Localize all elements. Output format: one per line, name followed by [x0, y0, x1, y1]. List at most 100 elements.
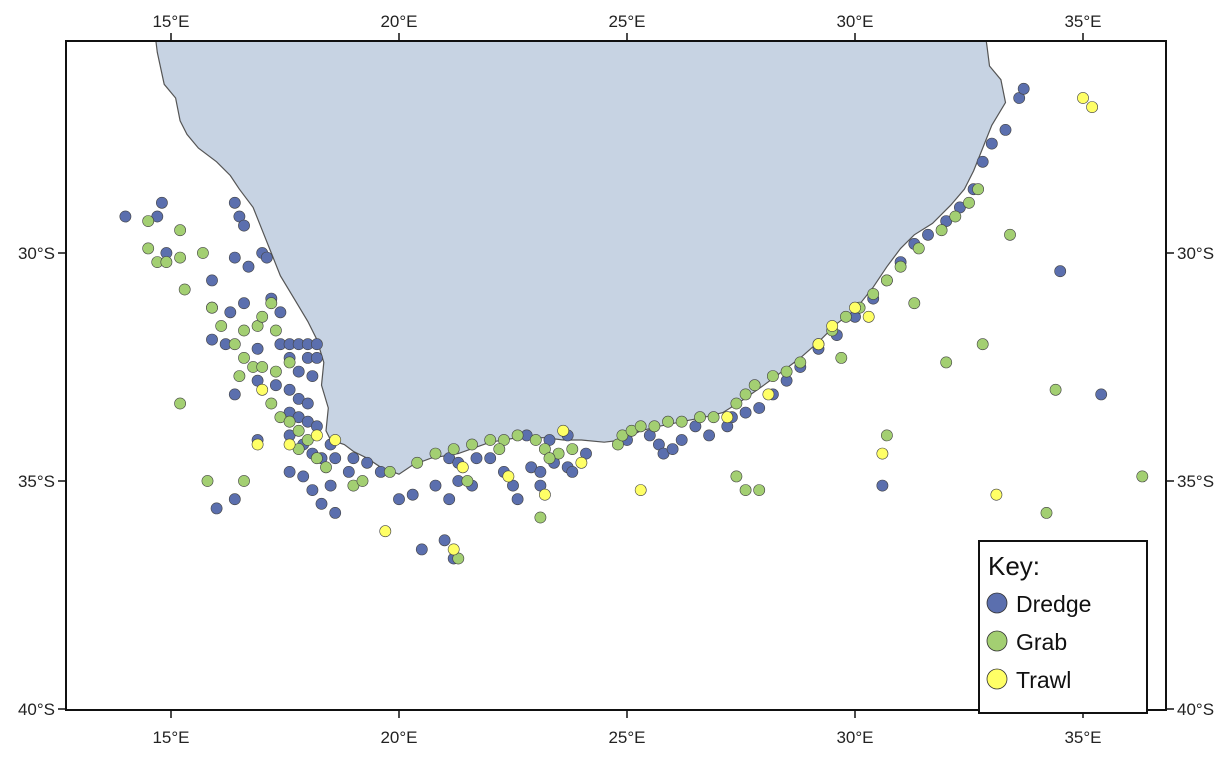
grab-sample-point [196, 247, 209, 259]
landmass-southern-africa [155, 41, 1007, 475]
grab-sample-point [730, 397, 743, 410]
grab-sample-point [935, 224, 948, 237]
grab-sample-point [142, 215, 155, 227]
y-tick-label-left: 40°S [18, 700, 55, 719]
trawl-sample-point [310, 429, 323, 442]
grab-sample-point [748, 379, 761, 392]
trawl-sample-point [283, 438, 296, 451]
dredge-sample-point [251, 342, 264, 355]
dredge-sample-point [922, 228, 934, 241]
dredge-sample-point [415, 543, 428, 556]
trawl-sample-point [634, 484, 647, 496]
dredge-sample-point [484, 452, 497, 465]
legend-label-grab: Grab [1016, 629, 1067, 655]
x-tick-label-bottom: 25°E [608, 728, 645, 747]
trawl-sample-point [447, 543, 460, 556]
dredge-sample-point [228, 388, 241, 401]
grab-sample-point [238, 324, 250, 337]
grab-sample-point [383, 465, 396, 478]
grab-sample-point [1004, 228, 1016, 241]
grab-sample-point [794, 356, 807, 369]
grab-sample-point [963, 196, 975, 209]
grab-sample-point [493, 443, 506, 455]
grab-sample-point [292, 424, 305, 437]
dredge-sample-point [210, 502, 223, 515]
dredge-sample-point [566, 465, 579, 478]
dredge-sample-point [228, 196, 241, 209]
legend-box [978, 540, 1148, 714]
trawl-sample-point [876, 447, 889, 460]
grab-sample-point [269, 365, 282, 378]
grab-sample-point [940, 356, 953, 369]
grab-sample-point [753, 484, 766, 496]
dredge-sample-point [511, 493, 524, 506]
dredge-sample-point [876, 479, 889, 492]
grab-sample-point [739, 388, 752, 401]
x-tick-label-bottom: 35°E [1064, 728, 1101, 747]
dredge-sample-point [119, 210, 132, 223]
trawl-sample-point [456, 461, 469, 474]
dredge-sample-point [315, 497, 328, 510]
dredge-sample-point [242, 260, 255, 273]
dredge-sample-point [301, 397, 314, 410]
x-tick-label-top: 35°E [1064, 12, 1101, 31]
dredge-sample-point [1017, 82, 1030, 95]
dredge-sample-point [753, 402, 766, 414]
dredge-sample-point [292, 365, 305, 378]
dredge-sample-point [224, 306, 237, 319]
legend-label-dredge: Dredge [1016, 591, 1091, 617]
grab-sample-point [174, 251, 186, 264]
trawl-sample-point [1086, 101, 1098, 113]
grab-sample-point [972, 183, 984, 196]
grab-sample-point [283, 415, 296, 428]
dredge-sample-point [347, 452, 360, 465]
grab-sample-point [881, 429, 893, 442]
grab-sample-point [840, 310, 852, 323]
grab-sample-point [174, 224, 186, 237]
dredge-sample-point [534, 465, 547, 478]
dredge-sample-point [406, 488, 419, 501]
y-tick-label-left: 30°S [18, 244, 55, 263]
legend-swatch-grab [986, 630, 1008, 652]
dredge-sample-point [274, 306, 287, 319]
dredge-sample-point [666, 443, 679, 455]
grab-sample-point [238, 351, 250, 364]
x-tick-label-bottom: 15°E [152, 728, 189, 747]
grab-sample-point [447, 443, 460, 455]
trawl-sample-point [539, 488, 551, 501]
dredge-sample-point [342, 465, 355, 478]
grab-sample-point [215, 320, 228, 332]
dredge-sample-point [310, 338, 323, 351]
grab-sample-point [256, 361, 269, 373]
dredge-sample-point [443, 493, 456, 506]
dredge-sample-point [999, 123, 1012, 136]
grab-sample-point [356, 475, 369, 487]
x-tick-label-top: 25°E [608, 12, 645, 31]
trawl-sample-point [502, 470, 515, 483]
dredge-sample-point [438, 534, 451, 547]
dredge-sample-point [155, 196, 168, 209]
trawl-sample-points [251, 92, 1098, 556]
dredge-sample-point [206, 274, 218, 287]
trawl-sample-point [812, 338, 825, 351]
dredge-sample-point [703, 429, 715, 442]
legend-title: Key: [988, 551, 1040, 581]
grab-sample-point [634, 420, 647, 433]
grab-sample-point [543, 452, 556, 465]
dredge-sample-point [206, 333, 218, 346]
grab-sample-point [912, 242, 925, 255]
dredge-sample-point [228, 493, 241, 506]
trawl-sample-point [575, 456, 588, 469]
grab-sample-point [976, 338, 989, 351]
grab-sample-point [867, 288, 880, 300]
grab-sample-point [1049, 383, 1062, 396]
dredge-sample-point [1095, 388, 1108, 401]
graticule-ticks [58, 33, 1174, 718]
y-tick-label-right: 35°S [1177, 472, 1214, 491]
grab-sample-point [142, 242, 155, 255]
dredge-sample-point [976, 155, 989, 168]
grab-sample-point [238, 475, 250, 487]
grab-sample-point [283, 356, 296, 369]
dredge-sample-point [283, 383, 296, 396]
